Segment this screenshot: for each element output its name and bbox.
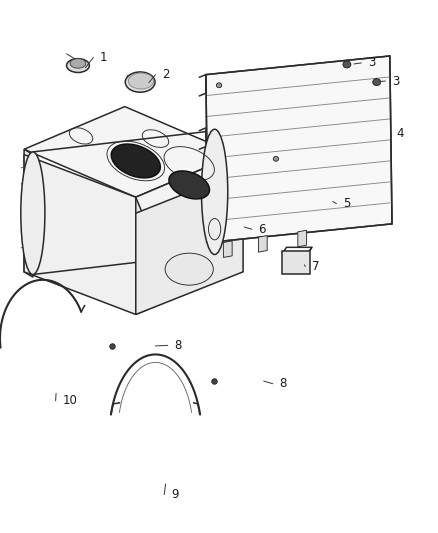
Polygon shape — [206, 140, 390, 180]
Text: 4: 4 — [396, 127, 404, 140]
Polygon shape — [258, 236, 267, 252]
Polygon shape — [298, 230, 307, 247]
Text: 8: 8 — [279, 377, 287, 390]
Ellipse shape — [169, 171, 209, 199]
Text: 3: 3 — [392, 75, 399, 87]
Ellipse shape — [111, 144, 160, 178]
Ellipse shape — [128, 73, 154, 89]
Polygon shape — [24, 155, 136, 314]
Polygon shape — [136, 155, 243, 213]
Polygon shape — [24, 149, 33, 277]
Polygon shape — [206, 56, 390, 95]
Ellipse shape — [201, 130, 228, 255]
Polygon shape — [206, 56, 392, 243]
Polygon shape — [206, 182, 390, 222]
Text: 1: 1 — [100, 51, 107, 64]
Ellipse shape — [216, 83, 222, 88]
Polygon shape — [136, 155, 237, 314]
Text: 9: 9 — [171, 488, 178, 501]
Ellipse shape — [67, 59, 89, 72]
Text: 8: 8 — [174, 339, 182, 352]
Text: 5: 5 — [343, 197, 350, 210]
Polygon shape — [24, 107, 237, 197]
Ellipse shape — [273, 157, 279, 161]
Polygon shape — [136, 171, 243, 314]
Ellipse shape — [343, 61, 351, 68]
Text: 3: 3 — [368, 56, 375, 69]
Ellipse shape — [373, 78, 381, 85]
Ellipse shape — [165, 253, 213, 285]
Polygon shape — [206, 98, 390, 138]
Ellipse shape — [21, 152, 45, 274]
Text: 6: 6 — [258, 223, 266, 236]
Ellipse shape — [125, 72, 155, 92]
FancyBboxPatch shape — [282, 251, 310, 274]
Text: 7: 7 — [312, 260, 319, 273]
Polygon shape — [223, 241, 232, 257]
Ellipse shape — [70, 59, 86, 68]
Text: 2: 2 — [162, 68, 170, 81]
Text: 10: 10 — [62, 394, 77, 407]
